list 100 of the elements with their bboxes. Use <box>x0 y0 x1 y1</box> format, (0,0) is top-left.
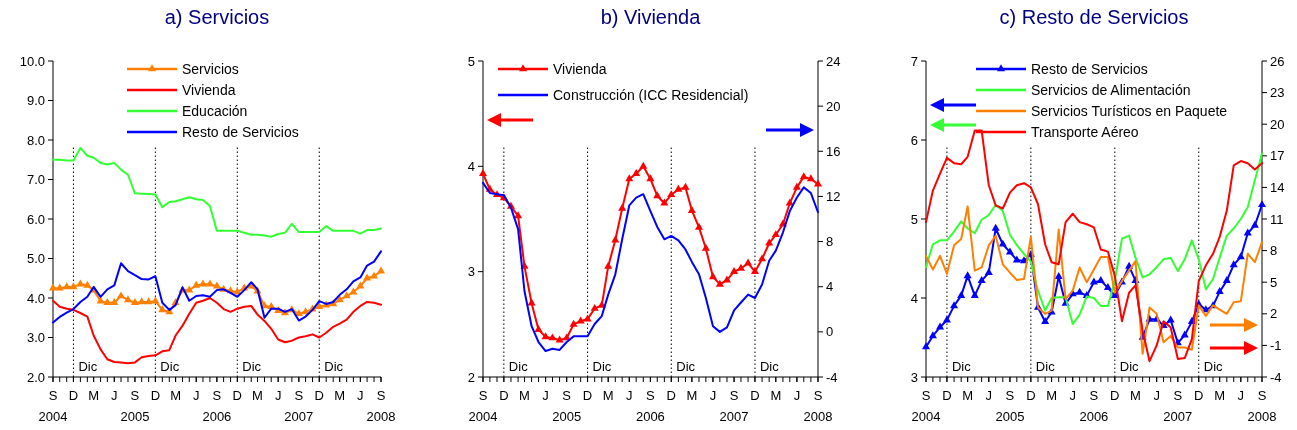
ref-line-label: Dic <box>1035 359 1056 374</box>
ref-line-label: Dic <box>508 359 529 374</box>
y-tick-label: 3.0 <box>26 330 45 346</box>
y2-tick-label: 23 <box>1270 85 1285 101</box>
x-tick-label: S 2005 <box>120 388 150 424</box>
x-tick-label: D <box>942 388 952 403</box>
ref-line-label: Dic <box>759 359 780 374</box>
x-tick-label: M <box>602 388 614 403</box>
y2-tick-label: 14 <box>1270 179 1285 195</box>
y-tick-label: 7 <box>910 53 918 69</box>
x-tick-label: M <box>686 388 698 403</box>
legend-label: Educación <box>182 102 248 119</box>
y-tick-label: 2.0 <box>26 369 45 385</box>
chart-title: c) Resto de Servicios <box>999 6 1189 28</box>
x-tick-label: M <box>962 388 974 403</box>
x-tick-label: S 2006 <box>1079 388 1109 424</box>
x-tick-label: S 2007 <box>1163 388 1193 424</box>
y-tick-label: 4.0 <box>26 290 45 306</box>
x-tick-label: D <box>232 388 243 403</box>
x-tick-label: J <box>793 388 801 403</box>
x-tick-label: M <box>1130 388 1141 403</box>
x-tick-label: D <box>750 388 760 403</box>
y2-tick-label: -4 <box>826 369 838 385</box>
y-tick-label: 10.0 <box>19 53 45 69</box>
y2-tick-label: 12 <box>826 188 841 204</box>
y2-tick-label: -1 <box>1270 337 1282 353</box>
x-tick-label: S 2004 <box>468 388 498 424</box>
y-tick-label: 5 <box>467 53 475 69</box>
x-tick-label: S 2005 <box>552 388 582 424</box>
legend-label: Transporte Aéreo <box>1031 123 1139 140</box>
x-tick-label: S 2008 <box>1247 388 1277 424</box>
x-tick-label: S 2008 <box>366 388 396 424</box>
x-tick-label: J <box>111 388 118 403</box>
x-tick-label: J <box>192 388 200 403</box>
x-tick-label: D <box>314 388 324 403</box>
legend-label: Servicios <box>182 60 239 77</box>
legend-label: Resto de Servicios <box>182 123 299 140</box>
x-tick-label: M <box>252 388 263 403</box>
legend-label: Vivienda <box>553 60 607 77</box>
x-tick-label: D <box>1194 388 1204 403</box>
y2-tick-label: 0 <box>826 324 834 340</box>
x-tick-label: S 2007 <box>284 388 314 424</box>
y2-tick-label: 16 <box>826 143 841 159</box>
x-tick-label: J <box>1237 388 1245 403</box>
y2-tick-label: 2 <box>1270 306 1278 322</box>
ref-line-label: Dic <box>242 359 262 374</box>
legend-label: Servicios Turísticos en Paquete <box>1031 102 1228 119</box>
x-tick-label: D <box>666 388 676 403</box>
x-tick-label: J <box>357 388 364 403</box>
ref-line-label: Dic <box>324 359 344 374</box>
y-tick-label: 3 <box>910 369 918 385</box>
y2-tick-label: 11 <box>1270 211 1284 227</box>
x-tick-label: D <box>68 388 79 403</box>
x-tick-label: S 2006 <box>635 388 665 424</box>
x-tick-label: S 2006 <box>202 388 232 424</box>
y2-tick-label: 20 <box>1270 116 1285 132</box>
x-tick-label: S 2008 <box>803 388 833 424</box>
y-tick-label: 6.0 <box>26 211 45 227</box>
x-tick-label: D <box>1110 388 1120 403</box>
y2-tick-label: 5 <box>1270 274 1278 290</box>
legend-label: Vivienda <box>182 81 236 98</box>
legend-label: Servicios de Alimentación <box>1031 81 1191 98</box>
y2-tick-label: 4 <box>826 279 834 295</box>
y-tick-label: 7.0 <box>26 172 45 188</box>
x-tick-label: S 2004 <box>38 388 68 424</box>
x-tick-label: M <box>334 388 346 403</box>
x-tick-label: M <box>1214 388 1226 403</box>
legend-label: Resto de Servicios <box>1031 60 1148 77</box>
x-tick-label: M <box>1046 388 1057 403</box>
y2-tick-label: 17 <box>1270 148 1285 164</box>
x-tick-label: J <box>1069 388 1076 403</box>
x-tick-label: J <box>709 388 717 403</box>
x-tick-label: S 2007 <box>719 388 749 424</box>
y2-tick-label: 8 <box>826 234 834 250</box>
y-tick-label: 8.0 <box>26 132 45 148</box>
x-tick-label: S 2005 <box>995 388 1025 424</box>
y-tick-label: 4 <box>910 290 918 306</box>
x-tick-label: J <box>1153 388 1160 403</box>
y2-tick-label: 24 <box>826 53 841 69</box>
legend-label: Construcción (ICC Residencial) <box>553 86 749 103</box>
y-tick-label: 5 <box>910 211 918 227</box>
x-tick-label: M <box>88 388 100 403</box>
ref-line-label: Dic <box>592 359 612 374</box>
y-tick-label: 9.0 <box>26 93 45 109</box>
y-tick-label: 4 <box>467 158 475 174</box>
x-tick-label: M <box>770 388 782 403</box>
y-tick-label: 2 <box>467 369 475 385</box>
y2-tick-label: 26 <box>1270 53 1285 69</box>
x-tick-label: D <box>582 388 593 403</box>
x-tick-label: M <box>170 388 181 403</box>
y2-tick-label: 20 <box>826 98 841 114</box>
x-tick-label: S 2004 <box>911 388 941 424</box>
ref-line-label: Dic <box>1203 359 1224 374</box>
x-tick-label: D <box>499 388 509 403</box>
ref-line-label: Dic <box>951 359 972 374</box>
ref-line-label: Dic <box>676 359 696 374</box>
y2-tick-label: -4 <box>1270 369 1282 385</box>
x-tick-label: D <box>1026 388 1036 403</box>
y-tick-label: 6 <box>910 132 918 148</box>
ref-line-label: Dic <box>78 359 98 374</box>
